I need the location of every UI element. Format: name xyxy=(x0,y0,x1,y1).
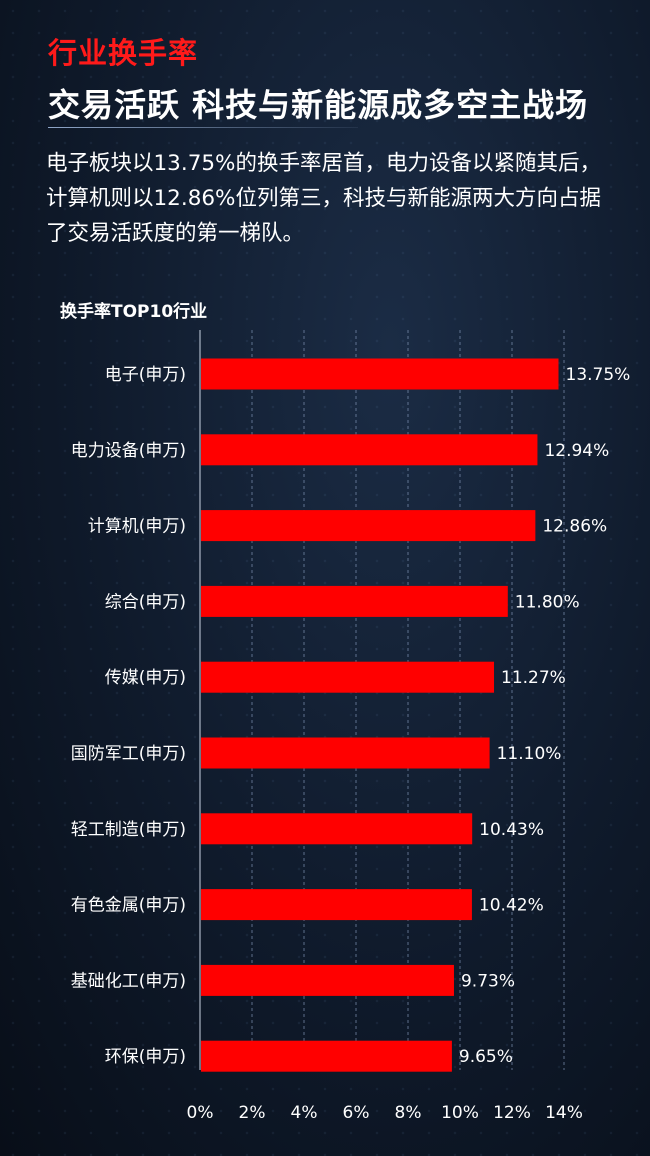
bar xyxy=(201,661,495,693)
description-text: 电子板块以13.75%的换手率居首，电力设备以紧随其后，计算机则以12.86%位… xyxy=(46,151,601,246)
bar xyxy=(201,813,473,845)
category-label: 电力设备(申万) xyxy=(71,441,186,461)
x-tick-label: 10% xyxy=(441,1103,479,1123)
data-label: 12.94% xyxy=(544,441,609,461)
bar xyxy=(201,964,454,996)
x-tick-label: 0% xyxy=(187,1103,214,1123)
category-label: 轻工制造(申万) xyxy=(71,820,186,840)
data-label: 9.73% xyxy=(461,971,515,991)
page-headline: 交易活跃 科技与新能源成多空主战场 xyxy=(48,86,589,124)
x-tick-label: 12% xyxy=(493,1103,531,1123)
bar xyxy=(201,737,490,769)
bar xyxy=(201,434,538,466)
category-label: 环保(申万) xyxy=(105,1047,186,1067)
category-label: 有色金属(申万) xyxy=(71,896,186,916)
section-kicker: 行业换手率 xyxy=(48,36,199,70)
data-label: 12.86% xyxy=(542,517,607,537)
x-tick-label: 6% xyxy=(343,1103,370,1123)
x-tick-label: 14% xyxy=(545,1103,583,1123)
headline-divider xyxy=(48,127,358,128)
data-label: 10.43% xyxy=(479,820,544,840)
bar xyxy=(201,510,536,542)
data-label: 13.75% xyxy=(566,365,631,385)
bar xyxy=(201,889,472,921)
category-label: 传媒(申万) xyxy=(105,668,186,688)
category-label: 综合(申万) xyxy=(105,592,186,612)
bar xyxy=(201,358,559,390)
x-tick-label: 2% xyxy=(239,1103,266,1123)
data-label: 11.80% xyxy=(515,592,580,612)
chart-title: 换手率TOP10行业 xyxy=(60,302,208,322)
bar xyxy=(201,1040,452,1072)
category-label: 国防军工(申万) xyxy=(71,744,186,764)
category-label: 计算机(申万) xyxy=(88,517,186,537)
bar-chart: 0% 2% 4% 6% 8% 10% 12% 14% 电子(申万) 13.75% 电力设备(申万) 1… xyxy=(71,330,631,1123)
data-label: 11.10% xyxy=(497,744,562,764)
data-label: 9.65% xyxy=(459,1047,513,1067)
data-label: 11.27% xyxy=(501,668,566,688)
data-label: 10.42% xyxy=(479,896,544,916)
category-label: 电子(申万) xyxy=(105,365,186,385)
x-tick-label: 8% xyxy=(395,1103,422,1123)
category-label: 基础化工(申万) xyxy=(71,971,186,991)
bar xyxy=(201,585,508,617)
x-tick-label: 4% xyxy=(291,1103,318,1123)
